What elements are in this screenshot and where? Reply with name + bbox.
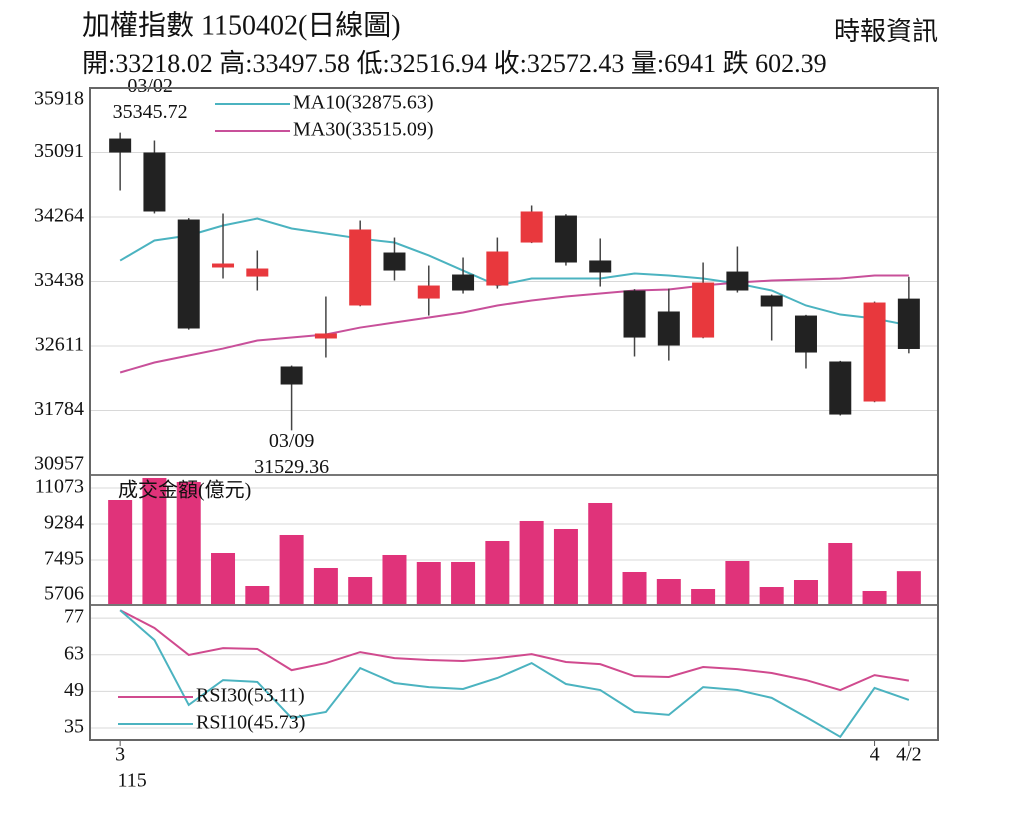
y-tick-label: 30957 <box>34 453 84 475</box>
panel-title: 成交金額(億元) <box>118 479 251 502</box>
bar <box>691 589 716 605</box>
annotation: 35345.72 <box>113 101 188 123</box>
bar <box>588 502 613 605</box>
bar <box>485 540 510 605</box>
candle-body <box>863 302 886 402</box>
y-tick-label: 5706 <box>44 583 84 605</box>
plot-frame <box>89 87 939 741</box>
y-tick-label: 31784 <box>34 398 84 420</box>
candle-body <box>554 215 577 263</box>
candle-body <box>383 252 406 271</box>
legend-label: RSI10(45.73) <box>196 712 305 734</box>
candle-body <box>829 361 852 415</box>
y-tick-label: 35918 <box>34 88 84 110</box>
candle-body <box>246 268 269 277</box>
candle-body <box>794 315 817 353</box>
series-line <box>119 217 910 327</box>
bar <box>176 481 201 605</box>
annotation: 03/09 <box>269 430 315 452</box>
series-line <box>119 609 910 739</box>
bar <box>348 577 373 605</box>
candle-body <box>109 138 132 153</box>
y-tick-label: 7495 <box>44 548 84 570</box>
candle-body <box>623 290 646 338</box>
candle-body <box>589 260 612 273</box>
series-line <box>119 274 909 374</box>
bar <box>451 561 476 605</box>
bar <box>553 528 578 605</box>
candle-body <box>760 295 783 307</box>
y-tick-label: 32611 <box>35 334 84 356</box>
bar <box>211 553 236 605</box>
legend-label: MA30(33515.09) <box>293 119 434 141</box>
candle-body <box>692 282 715 338</box>
legend-label: RSI30(53.11) <box>196 685 305 707</box>
candle-body <box>897 298 920 349</box>
bar <box>279 534 304 605</box>
bar <box>656 579 681 605</box>
bar <box>725 560 750 605</box>
annotation: 31529.36 <box>254 456 329 478</box>
candle-body <box>314 333 337 339</box>
candle-body <box>280 366 303 385</box>
x-tick-label: 3 <box>115 744 125 766</box>
annotation: 03/02 <box>127 75 173 97</box>
legend-label: MA10(32875.63) <box>293 92 434 114</box>
y-tick-label: 33438 <box>34 269 84 291</box>
candle-body <box>177 219 200 329</box>
bar <box>313 567 338 605</box>
candle-body <box>452 274 475 291</box>
bar <box>416 561 441 605</box>
candle-body <box>486 251 509 286</box>
bar <box>142 477 167 605</box>
x-tick-label: 4 <box>870 744 880 766</box>
bar <box>622 571 647 605</box>
candle-body <box>212 263 235 268</box>
y-tick-label: 11073 <box>35 476 84 498</box>
bar <box>108 499 133 605</box>
source: 時報資訊 <box>834 17 938 46</box>
candle-body <box>143 152 166 212</box>
bar <box>382 554 407 605</box>
x-tick-label: 4/2 <box>896 744 922 766</box>
stats: 開:33218.02 高:33497.58 低:32516.94 收:32572… <box>82 49 827 78</box>
candle-body <box>657 311 680 346</box>
bar <box>793 580 818 605</box>
y-tick-label: 49 <box>64 679 84 701</box>
bar <box>862 590 887 605</box>
y-tick-label: 63 <box>64 642 84 664</box>
y-tick-label: 35 <box>64 716 84 738</box>
candle-body <box>349 229 372 306</box>
bar <box>245 586 270 605</box>
bar <box>896 571 921 605</box>
bar <box>519 520 544 605</box>
candle-body <box>726 271 749 291</box>
chart-title: 加權指數 1150402(日線圖) <box>82 9 401 41</box>
y-tick-label: 9284 <box>44 512 84 534</box>
y-tick-label: 35091 <box>34 140 84 162</box>
candle-body <box>520 211 543 243</box>
candle-body <box>417 285 440 299</box>
y-tick-label: 77 <box>64 606 84 628</box>
bar <box>828 542 853 605</box>
y-tick-label: 34264 <box>34 205 84 227</box>
series-line <box>119 609 910 692</box>
bar <box>759 587 784 605</box>
x-sublabel: 115 <box>118 770 147 792</box>
